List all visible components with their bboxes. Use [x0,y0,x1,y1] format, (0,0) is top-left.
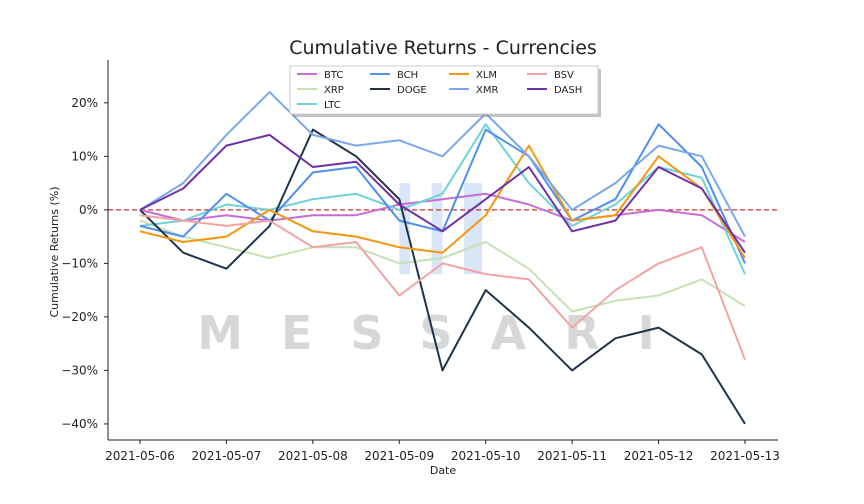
legend-label-dash: DASH [554,85,582,96]
legend-label-btc: BTC [324,70,343,81]
legend-label-bsv: BSV [554,70,574,81]
y-tick-label: −30% [61,363,98,377]
x-tick-label: 2021-05-06 [105,449,175,463]
watermark-text: MESSARI [197,306,693,360]
series-line-dash [139,133,746,254]
x-tick-label: 2021-05-12 [624,449,694,463]
series-line-ltc [139,123,746,275]
series-line-xlm [139,144,746,259]
series-line-xmr [139,91,746,238]
x-tick-label: 2021-05-10 [451,449,521,463]
series-line-btc [139,192,746,243]
legend-label-bch: BCH [397,70,418,81]
y-axis-label: Cumulative Returns (%) [48,186,61,317]
x-tick-label: 2021-05-11 [537,449,607,463]
y-tick-label: 10% [71,149,98,163]
series-line-doge [139,128,746,425]
legend: BTC XRP LTC BCH DOGE XLM XMR BSV DASH [289,65,601,117]
series-line-xrp [139,219,746,313]
x-tick-label: 2021-05-09 [364,449,434,463]
chart-title: Cumulative Returns - Currencies [289,37,597,59]
x-axis-label: Date [430,464,457,477]
legend-label-doge: DOGE [397,85,427,96]
series-line-bsv [139,214,746,361]
series-layer [139,91,746,425]
x-tick-label: 2021-05-13 [710,449,780,463]
y-tick-label: 0% [79,203,98,217]
y-tick-label: −40% [61,417,98,431]
x-tick-label: 2021-05-08 [278,449,348,463]
y-tick-label: −10% [61,256,98,270]
y-ticks: 20% 10% 0% −10% −20% −30% −40% [61,96,108,431]
legend-label-xmr: XMR [476,85,498,96]
x-tick-label: 2021-05-07 [192,449,262,463]
x-ticks: 2021-05-06 2021-05-07 2021-05-08 2021-05-09… [105,440,780,463]
y-tick-label: −20% [61,310,98,324]
legend-label-xlm: XLM [476,70,497,81]
legend-label-xrp: XRP [324,85,344,96]
highlight-band-0 [399,183,411,275]
legend-label-ltc: LTC [324,100,341,111]
y-tick-label: 20% [71,96,98,110]
